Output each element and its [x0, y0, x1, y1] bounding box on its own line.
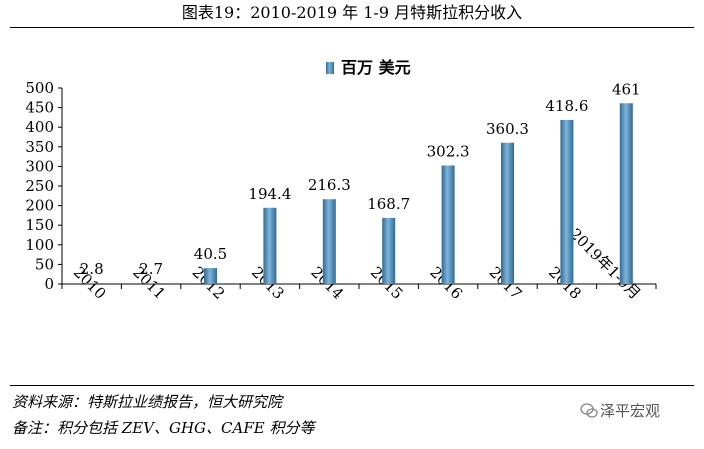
- y-tick-label: 450: [25, 99, 54, 117]
- title-divider: [10, 27, 694, 28]
- remark-note: 备注：积分包括 ZEV、GHG、CAFE 积分等: [12, 419, 315, 437]
- data-label: 168.7: [367, 195, 410, 213]
- data-label: 2.8: [80, 260, 104, 278]
- y-tick-label: 250: [25, 177, 54, 195]
- legend-label: 百万 美元: [341, 58, 411, 77]
- bar: [619, 103, 633, 285]
- watermark: 泽平宏观: [600, 402, 661, 420]
- y-tick-label: 300: [25, 157, 54, 175]
- bar: [560, 119, 574, 284]
- y-tick-label: 500: [25, 79, 54, 97]
- y-tick-label: 100: [25, 236, 54, 254]
- bar: [501, 142, 514, 284]
- chart-legend: 百万 美元: [326, 58, 411, 77]
- bar: [204, 268, 217, 284]
- data-label: 194.4: [248, 185, 291, 203]
- data-label: 2.7: [139, 260, 163, 278]
- bar: [441, 165, 455, 284]
- data-label: 360.3: [486, 120, 529, 138]
- data-label: 418.6: [545, 97, 588, 115]
- legend-swatch: [326, 62, 334, 74]
- data-label: 216.3: [308, 176, 351, 194]
- footer-divider: [10, 385, 694, 386]
- data-label: 461: [612, 80, 641, 98]
- bar: [144, 282, 158, 284]
- y-tick-label: 150: [25, 216, 54, 234]
- chart-title: 图表19：2010-2019 年 1-9 月特斯拉积分收入: [181, 3, 523, 22]
- bar: [382, 217, 396, 284]
- data-label: 302.3: [427, 142, 470, 160]
- bar-chart: 百万 美元 0501001502002503003504004505002010…: [25, 58, 657, 303]
- wechat-icon: [580, 403, 598, 418]
- y-tick-label: 350: [25, 138, 54, 156]
- bar: [263, 207, 277, 284]
- y-tick-label: 400: [25, 118, 54, 136]
- y-tick-label: 200: [25, 197, 54, 215]
- y-tick-label: 50: [35, 255, 54, 273]
- bar: [322, 199, 336, 284]
- bar: [85, 282, 99, 284]
- y-tick-label: 0: [44, 275, 54, 293]
- source-note: 资料来源：特斯拉业绩报告，恒大研究院: [12, 393, 283, 411]
- data-label: 40.5: [194, 245, 227, 263]
